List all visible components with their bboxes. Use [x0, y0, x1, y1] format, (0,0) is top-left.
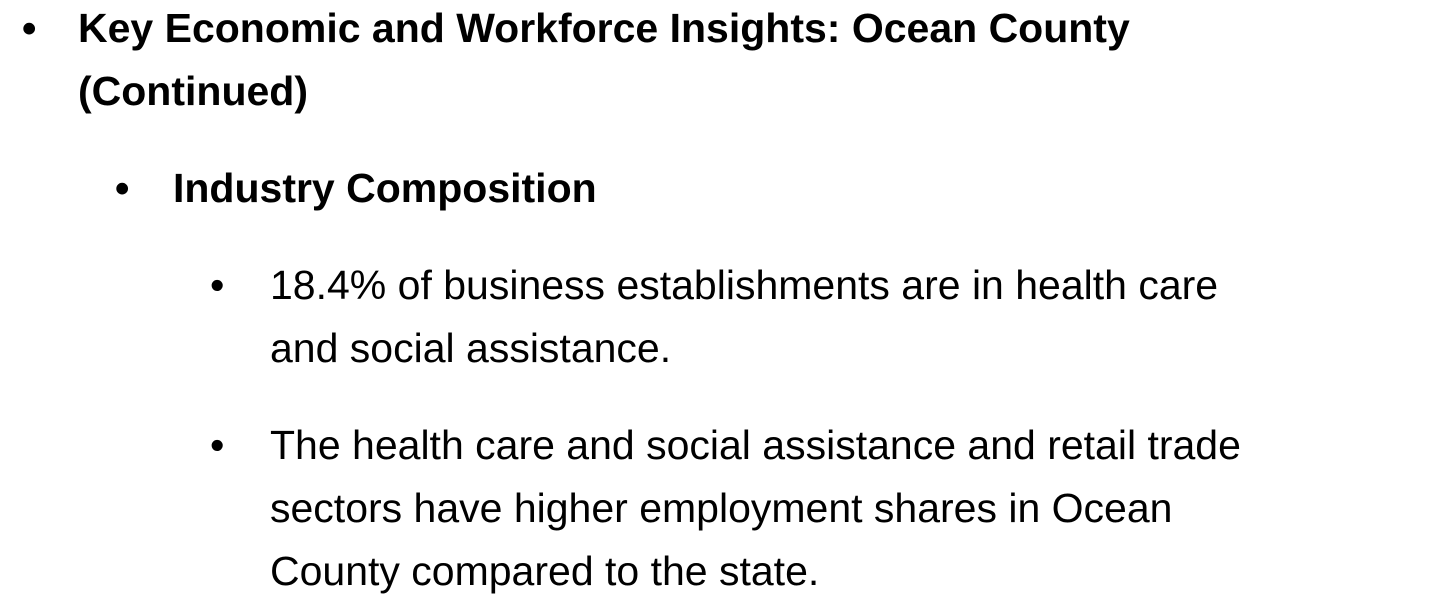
bullet: •: [210, 262, 225, 308]
heading-line: (Continued): [78, 68, 308, 114]
bullet: •: [115, 165, 130, 211]
bullet: •: [210, 422, 225, 468]
point-line: County compared to the state.: [270, 548, 820, 594]
bullet: •: [22, 5, 37, 51]
subheading-line: Industry Composition: [173, 165, 597, 211]
point-line: and social assistance.: [270, 325, 672, 371]
point-line: 18.4% of business establishments are in …: [270, 262, 1219, 308]
point-line: sectors have higher employment shares in…: [270, 485, 1173, 531]
heading-line: Key Economic and Workforce Insights: Oce…: [78, 5, 1130, 51]
point-line: The health care and social assistance an…: [270, 422, 1241, 468]
